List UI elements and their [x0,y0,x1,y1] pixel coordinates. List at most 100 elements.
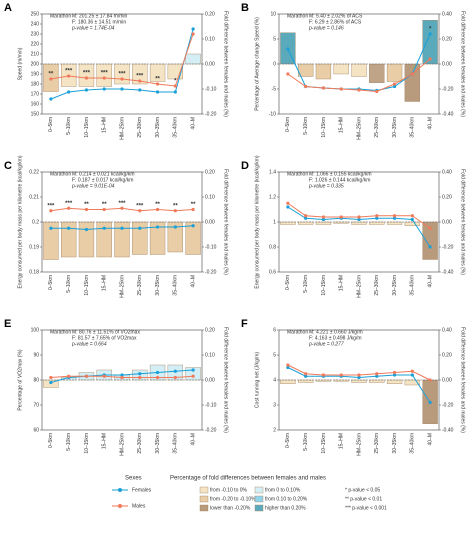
series-point [410,369,414,373]
significance-mark: ** [155,77,160,83]
series-point [304,216,308,220]
series-point [155,370,160,375]
x-tick-label: 0–5km [285,117,291,132]
fold-bar [369,379,385,383]
series-point [286,201,290,205]
series-point [286,72,290,76]
series-point [304,214,308,218]
fold-bar [298,379,314,383]
fold-bar [351,221,367,225]
series-point [191,27,195,31]
series-point [173,209,177,213]
y-tick-label: 0.8 [269,244,276,250]
y-tick-label: 240 [31,21,40,27]
series-point [286,365,290,370]
x-tick-label: 35–40km [173,117,179,138]
y-tick-label: 100 [31,327,40,333]
series-point [375,374,379,378]
y-tick-label: 210 [31,51,40,57]
legend-title: Sexes [125,476,142,482]
annotation: p-value = 0.146 [308,25,344,31]
series-point [304,374,308,378]
x-tick-label: 30–35km [155,275,161,296]
y2-tick-label: -0.10 [205,402,217,408]
series-point [339,215,343,219]
x-tick-label: 0–5km [285,275,291,290]
y-tick-label: 1.2 [269,194,276,200]
significance-mark: ** [155,202,160,208]
y2-tick-label: 0.00 [205,377,215,383]
annotation: F: 1.026 ± 0.144 kcal/kg/km [309,177,370,183]
legend-swatch [254,486,264,494]
fold-bar [386,379,403,384]
x-tick-label: 40–M [427,117,433,130]
y-tick-label: 2 [273,427,276,433]
legend-label: lower than -0.20% [210,505,251,511]
significance-mark: ** [49,72,54,78]
x-tick-label: 10–15km [84,117,90,138]
annotation: F: 6.29 ± 2.86% of ACS [309,19,362,25]
series-point [428,400,432,405]
y-tick-label: 0.2 [32,219,39,225]
series-point [173,369,177,373]
series-point [410,214,414,218]
series-point [410,217,414,222]
x-tick-label: 5–10km [66,117,72,135]
y2-tick-label: 0.00 [442,219,452,225]
series-point [67,226,71,230]
series-point [392,370,397,375]
annotation: F: 180.36 ± 14.51 m/min [72,19,126,25]
fold-bar [78,221,95,258]
significance-mark: *** [83,71,91,77]
fold-bar [333,379,349,382]
y2-tick-label: 0.00 [205,219,215,225]
x-tick-label: 15–HM [102,275,108,291]
series-point [120,373,124,377]
annotation: M: 80.76 ± 11.51% of VO2max [72,329,140,335]
x-tick-label: HM–25km [119,275,125,298]
series-point [286,205,290,209]
legend-swatch [254,504,264,512]
x-tick-label: 25–30km [374,433,380,454]
x-tick-label: 25–30km [374,275,380,296]
y-axis-label: Percentage of VO2max (%) [17,349,23,410]
series-point [173,375,177,380]
series-point [120,375,124,380]
x-tick-label: 35–40km [410,433,416,454]
significance-mark: * [174,79,177,85]
annotation: Marathon [50,171,71,177]
y-tick-label: 170 [31,91,40,97]
y-tick-label: 60 [33,427,39,433]
series-point [428,245,432,249]
panel: D Marathon M: 1.066 ± 0.155 kcal/kg/kmF: 1… [241,155,466,298]
legend-label: higher than 0.20% [265,505,306,511]
series-point [191,368,195,372]
y-tick-label: 6 [273,327,276,333]
fold-bar [280,379,296,384]
significance-mark: ** [102,202,107,208]
y-axis-label: Cost running net (J/kg/m) [254,352,260,408]
y2-tick-label: 0.40 [442,11,452,17]
y-tick-label: 200 [31,61,40,67]
legend-swatch [199,486,209,494]
series-point [120,206,124,210]
annotation: M: 0.214 ± 0.021 kcal/kg/km [72,171,135,177]
series-point [410,72,414,76]
fold-bar [351,63,367,77]
annotation: Marathon [287,171,308,177]
x-tick-label: 40–M [190,433,196,446]
fold-bar [386,63,403,82]
significance-mark: ** [191,202,196,208]
series-point [339,373,343,377]
panel: C Marathon M: 0.214 ± 0.021 kcal/kg/kmF: 0… [4,155,229,298]
x-tick-label: 5–10km [303,275,309,293]
series-point [155,90,160,94]
y-tick-label: 0.21 [29,194,39,200]
annotation: F: 81.57 ± 7.65% of VO2max [72,335,137,341]
series-point [321,215,326,219]
series-point [138,88,142,92]
series-point [49,77,53,81]
annotation: p-value = 0.277 [308,341,344,347]
series-point [155,375,160,380]
annotation: F: 4.163 ± 0.498 J/kg/m [309,335,362,341]
